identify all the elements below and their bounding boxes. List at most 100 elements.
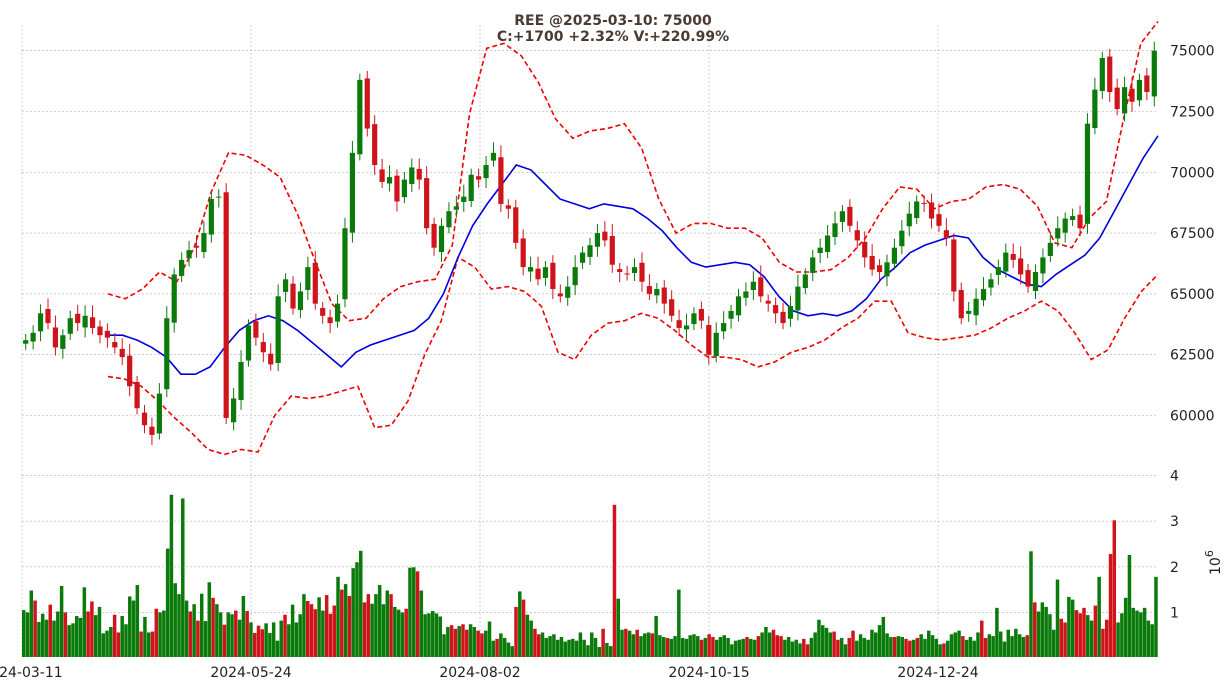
volume-bar [1044,606,1048,657]
volume-bar [1154,576,1158,657]
volume-bar [419,590,424,657]
volume-bar [760,632,764,657]
candle-body [141,412,148,426]
volume-bar [355,562,359,657]
candle-body [988,279,994,288]
candle-body [1003,252,1009,272]
volume-bar [1082,607,1086,657]
volume-bar [703,637,708,657]
candle-body [557,293,563,297]
volume-bar [1112,520,1117,657]
volume-bar [896,636,901,657]
candle-body [550,262,556,290]
candle-body [476,176,482,180]
candle-body [1151,50,1157,97]
volume-bar [1033,602,1037,657]
candle-body [631,267,638,273]
candle-body [490,152,497,161]
volume-bar [961,636,965,657]
volume-bar [1093,605,1098,657]
volume-bar [1108,554,1113,657]
candle-body [401,179,407,198]
volume-bar [434,613,439,657]
volume-bar [764,626,768,657]
volume-bar [165,548,170,657]
volume-bar [832,631,836,657]
volume-bar [658,635,662,657]
y-tick-label: 65000 [1170,287,1215,303]
volume-bar [423,614,427,657]
x-tick-label: 2024-08-02 [439,665,520,681]
candle-body [134,381,140,409]
candle-body [617,269,623,273]
volume-bar [945,640,950,657]
volume-bar [828,632,833,657]
volume-bar [699,639,704,657]
volume-bar [544,637,549,657]
candle-body [275,296,281,363]
candle-body [505,205,511,209]
volume-bar [97,606,102,657]
axes: 60000 62500 65000 67500 70000 72500 75000 1 2 3 4 2… [0,44,1224,681]
candle-body [884,262,890,277]
candle-body [349,152,356,233]
volume-bar [601,628,605,657]
candle-body [364,78,370,129]
candle-body [1055,228,1061,239]
candle-body [906,213,912,227]
volume-bar [154,608,159,657]
volume-bar [328,613,333,657]
candle-body [231,398,237,423]
volume-bar [52,620,56,657]
candle-body [453,206,459,210]
volume-bar [608,646,613,657]
volume-bar [779,636,783,657]
volume-bar [169,494,174,657]
candle-body [1121,87,1128,114]
candle-body [1129,88,1135,102]
volume-bar [518,591,522,657]
candle-body [483,165,489,179]
candle-body [750,281,756,291]
candle-body [1025,270,1031,287]
volume-bar [1063,622,1067,657]
volume-bar [1070,599,1075,657]
volume-bar [650,633,655,657]
volume-bar [639,636,643,657]
volume-bar [408,567,412,657]
volume-bar [82,587,87,657]
y-tick-label: 75000 [1170,44,1215,60]
volume-bar [237,619,242,657]
volume-bar [499,633,503,657]
volume-bar [506,642,511,657]
candle-body [149,426,155,435]
candle-body [921,202,927,204]
volume-bar [256,625,261,657]
volume-bar [847,637,851,657]
candle-body [980,289,987,301]
candle-body [773,305,779,314]
volume-bar [359,550,363,657]
volume-bar [196,620,200,657]
volume-bar [548,636,552,657]
volume-bar [351,568,355,657]
candle-body [394,175,400,202]
candle-body [973,298,979,316]
candle-body [461,196,467,202]
candle-body [735,296,742,316]
volume-bar [1029,551,1033,657]
volume-bar [843,644,848,657]
volume-bar [245,611,249,657]
volume-bar [146,632,151,657]
candle-body [119,348,125,358]
volume-bar [362,602,367,657]
volume-bar [112,614,117,657]
volume-bar [885,633,889,657]
volume-bar [714,639,719,657]
volume-bar [692,634,696,657]
volume-bar [56,611,60,657]
volume-bar [874,632,878,657]
candlesticks [23,41,1157,445]
volume-bar [143,616,147,657]
volume-bar [911,639,916,657]
